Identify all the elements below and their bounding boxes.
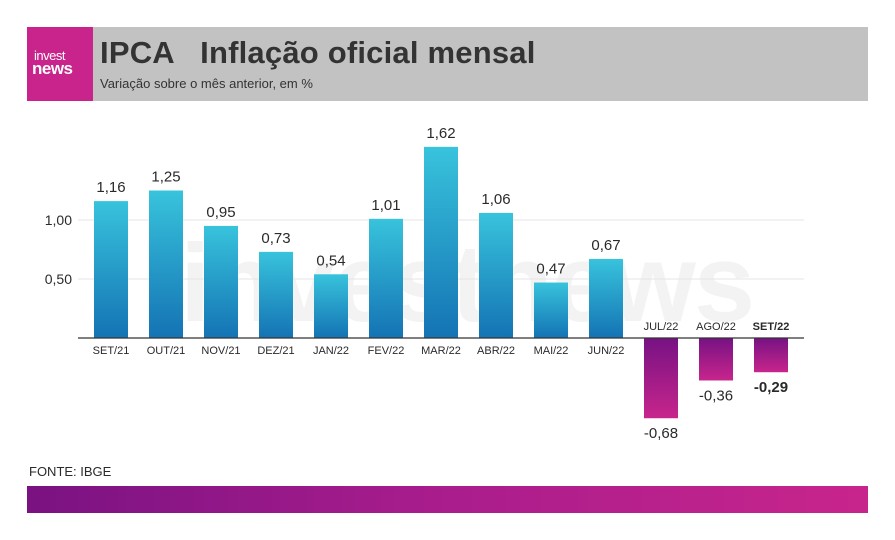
data-label: 0,67 — [591, 237, 620, 254]
y-tick-label: 1,00 — [45, 212, 72, 228]
bar — [424, 146, 458, 338]
logo-text-invest: invest — [34, 48, 65, 63]
bar — [369, 218, 403, 338]
bar — [534, 282, 568, 338]
data-label: -0,36 — [699, 387, 733, 404]
bar — [259, 251, 293, 338]
x-tick-label: FEV/22 — [368, 345, 405, 357]
bar — [754, 338, 788, 373]
data-label: 1,01 — [371, 197, 400, 214]
data-label: 1,62 — [426, 125, 455, 142]
x-tick-label: ABR/22 — [477, 345, 515, 357]
page-subtitle: Variação sobre o mês anterior, em % — [100, 76, 313, 91]
x-tick-label: JAN/22 — [313, 345, 349, 357]
data-label: -0,29 — [754, 379, 788, 396]
x-tick-label: JUL/22 — [644, 321, 679, 333]
footer-bar — [27, 486, 868, 513]
y-tick-label: 0,50 — [45, 271, 72, 287]
bar — [204, 225, 238, 338]
x-tick-label: OUT/21 — [147, 345, 186, 357]
x-tick-label: MAR/22 — [421, 345, 461, 357]
bar — [644, 338, 678, 419]
investnews-logo: invest news — [27, 27, 93, 101]
logo-text-news: news — [32, 59, 73, 78]
x-tick-label: DEZ/21 — [257, 345, 294, 357]
bar — [314, 274, 348, 338]
data-label: 1,06 — [481, 191, 510, 208]
x-tick-label: SET/22 — [753, 321, 790, 333]
header-banner: invest news IPCA Inflação oficial mensal… — [27, 27, 868, 101]
data-label: 1,16 — [96, 179, 125, 196]
x-tick-label: AGO/22 — [696, 321, 736, 333]
bar — [699, 338, 733, 381]
bar — [94, 201, 128, 338]
source-note: FONTE: IBGE — [29, 464, 112, 479]
x-tick-label: NOV/21 — [201, 345, 240, 357]
bar — [149, 190, 183, 338]
data-label: 0,95 — [206, 204, 235, 221]
data-label: 0,73 — [261, 230, 290, 247]
data-label: -0,68 — [644, 425, 678, 442]
data-label: 0,54 — [316, 252, 345, 269]
data-label: 0,47 — [536, 261, 565, 278]
data-label: 1,25 — [151, 169, 180, 186]
x-tick-label: MAI/22 — [534, 345, 569, 357]
bar-chart: 0,50 1,00 SET/21 1,16 OUT/21 1,25 NOV/21 0,95 D… — [45, 125, 804, 442]
bar — [479, 212, 513, 338]
page-title: IPCA Inflação oficial mensal — [100, 35, 536, 70]
x-tick-label: SET/21 — [93, 345, 130, 357]
bar — [589, 258, 623, 338]
x-tick-label: JUN/22 — [588, 345, 625, 357]
